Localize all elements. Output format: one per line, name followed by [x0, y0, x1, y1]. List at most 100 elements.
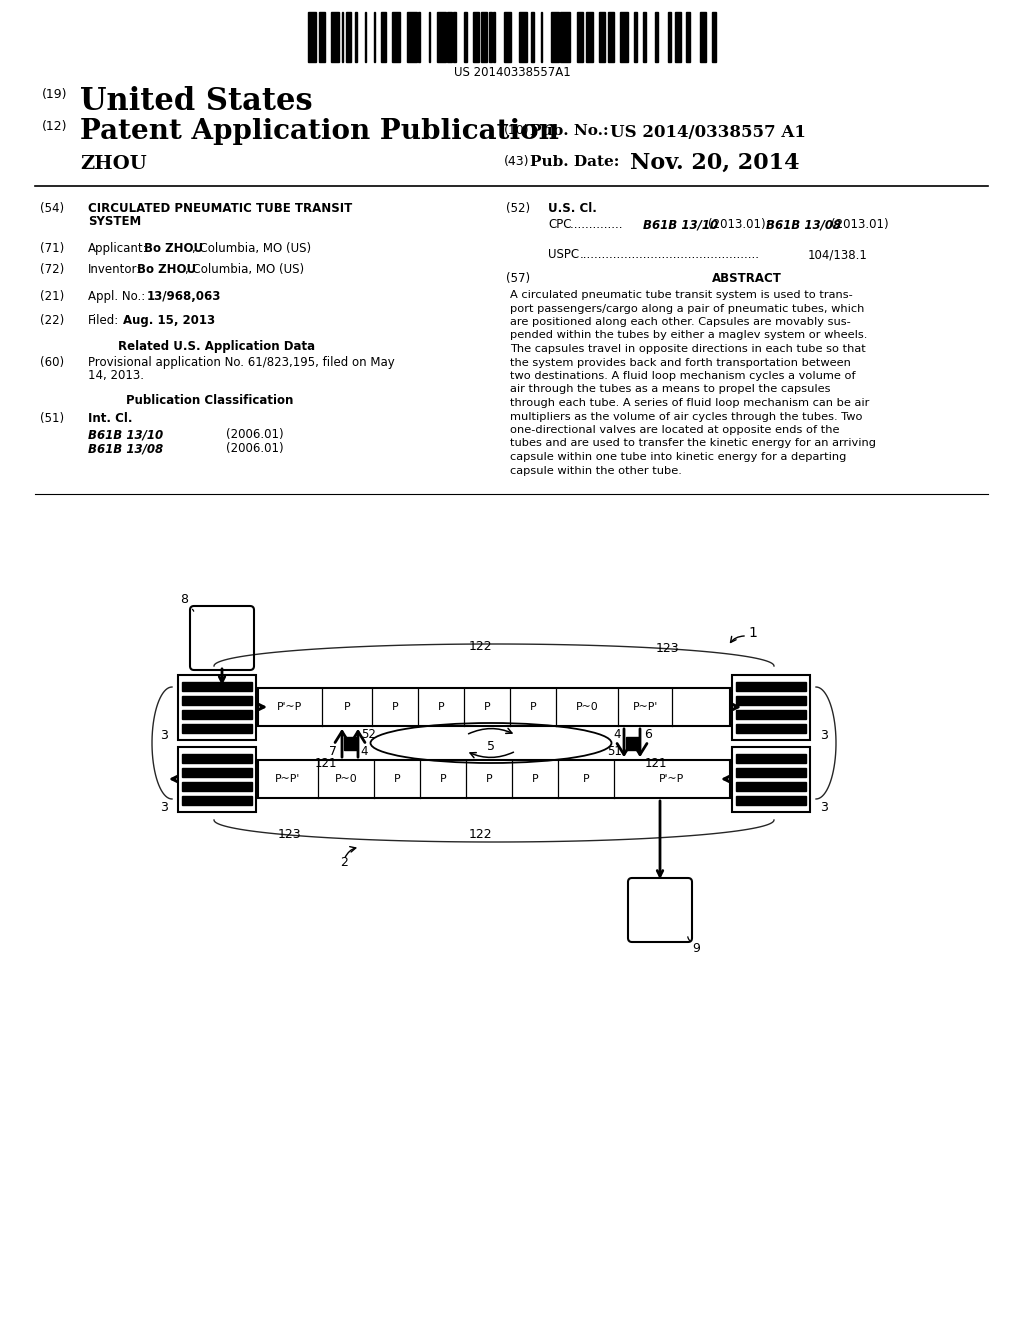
Text: (71): (71) [40, 242, 65, 255]
Text: capsule within one tube into kinetic energy for a departing: capsule within one tube into kinetic ene… [510, 451, 847, 462]
Bar [519, 12, 526, 62]
Bar [599, 12, 605, 62]
Text: Appl. No.:: Appl. No.: [88, 290, 145, 304]
Bar [494, 12, 495, 62]
Text: 1: 1 [748, 626, 757, 640]
Text: 8: 8 [180, 593, 188, 606]
Bar [736, 781, 806, 791]
Text: P: P [531, 774, 539, 784]
Bar [182, 767, 252, 776]
Bar [531, 12, 535, 62]
Text: the system provides back and forth transportation between: the system provides back and forth trans… [510, 358, 851, 367]
Text: 9: 9 [692, 942, 699, 954]
Text: SYSTEM: SYSTEM [88, 215, 141, 228]
Text: 121: 121 [645, 756, 668, 770]
Text: P'~P: P'~P [278, 702, 303, 711]
Text: 104/138.1: 104/138.1 [808, 248, 868, 261]
Text: USPC: USPC [548, 248, 580, 261]
Text: (2013.01);: (2013.01); [708, 218, 770, 231]
Bar [473, 12, 479, 62]
Bar [621, 12, 628, 62]
Bar [178, 675, 256, 739]
Text: 3: 3 [820, 801, 828, 814]
Bar [182, 796, 252, 804]
Text: P: P [529, 702, 537, 711]
Text: tubes and are used to transfer the kinetic energy for an arriving: tubes and are used to transfer the kinet… [510, 438, 876, 449]
Bar [736, 723, 806, 733]
Bar [318, 12, 325, 62]
Text: (54): (54) [40, 202, 65, 215]
Bar [331, 12, 339, 62]
Text: , Columbia, MO (US): , Columbia, MO (US) [193, 242, 311, 255]
Bar [668, 12, 671, 62]
Bar [481, 12, 487, 62]
Bar [712, 12, 717, 62]
Bar [258, 760, 730, 799]
Text: ..............: .............. [570, 218, 627, 231]
Bar [464, 12, 467, 62]
Bar [418, 12, 420, 62]
Bar [699, 12, 706, 62]
Text: P'~P: P'~P [659, 774, 685, 784]
Text: B61B 13/10: B61B 13/10 [643, 218, 718, 231]
Text: 13/968,063: 13/968,063 [147, 290, 221, 304]
Text: , Columbia, MO (US): , Columbia, MO (US) [185, 263, 304, 276]
Text: (51): (51) [40, 412, 65, 425]
Text: 52: 52 [361, 729, 376, 741]
Bar [182, 723, 252, 733]
Text: ABSTRACT: ABSTRACT [712, 272, 782, 285]
Bar [587, 12, 593, 62]
Text: (2006.01): (2006.01) [226, 442, 284, 455]
Bar [655, 12, 658, 62]
Bar [551, 12, 559, 62]
Bar [355, 12, 357, 62]
Text: 121: 121 [314, 756, 337, 770]
Text: P~0: P~0 [575, 702, 598, 711]
Text: ZHOU: ZHOU [80, 154, 146, 173]
Bar [504, 12, 511, 62]
Text: (2013.01): (2013.01) [831, 218, 889, 231]
Bar [182, 681, 252, 690]
Text: CPC: CPC [548, 218, 571, 231]
Text: A circulated pneumatic tube transit system is used to trans-: A circulated pneumatic tube transit syst… [510, 290, 853, 300]
Text: (12): (12) [42, 120, 68, 133]
Bar [392, 12, 399, 62]
Bar [381, 12, 386, 62]
Bar [447, 12, 452, 62]
Bar [736, 754, 806, 763]
Text: Publication Classification: Publication Classification [126, 393, 293, 407]
Text: one-directional valves are located at opposite ends of the: one-directional valves are located at op… [510, 425, 840, 436]
Bar [365, 12, 367, 62]
Bar [736, 696, 806, 705]
Text: 51: 51 [607, 744, 622, 758]
Text: two destinations. A fluid loop mechanism cycles a volume of: two destinations. A fluid loop mechanism… [510, 371, 856, 381]
Bar [308, 12, 315, 62]
Text: 2: 2 [340, 855, 348, 869]
Bar [182, 696, 252, 705]
Text: ................................................: ........................................… [580, 248, 760, 261]
Text: B61B 13/10: B61B 13/10 [88, 428, 163, 441]
Bar [736, 710, 806, 718]
Text: B61B 13/08: B61B 13/08 [766, 218, 841, 231]
Text: (2006.01): (2006.01) [226, 428, 284, 441]
Text: (22): (22) [40, 314, 65, 327]
Bar [736, 796, 806, 804]
Text: U.S. Cl.: U.S. Cl. [548, 202, 597, 215]
Bar [732, 747, 810, 812]
Text: 122: 122 [468, 640, 492, 653]
Text: pended within the tubes by either a maglev system or wheels.: pended within the tubes by either a magl… [510, 330, 867, 341]
Text: port passengers/cargo along a pair of pneumatic tubes, which: port passengers/cargo along a pair of pn… [510, 304, 864, 314]
Bar [182, 710, 252, 718]
Text: multipliers as the volume of air cycles through the tubes. Two: multipliers as the volume of air cycles … [510, 412, 862, 421]
Bar [454, 12, 457, 62]
Bar [343, 737, 356, 750]
Text: Bo ZHOU: Bo ZHOU [137, 263, 197, 276]
Text: P: P [485, 774, 493, 784]
Bar [686, 12, 690, 62]
Bar [541, 12, 542, 62]
Text: P: P [439, 774, 446, 784]
Text: P: P [344, 702, 350, 711]
Text: (72): (72) [40, 263, 65, 276]
Bar [429, 12, 430, 62]
Text: Patent Application Publication: Patent Application Publication [80, 117, 559, 145]
